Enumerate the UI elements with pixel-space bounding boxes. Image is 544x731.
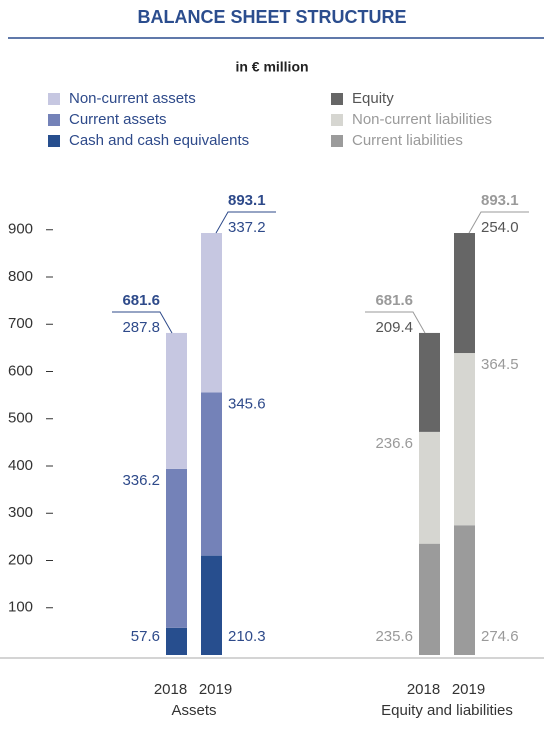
bar-segment [166,332,187,469]
value-label: 235.6 [375,628,413,645]
total-label: 893.1 [481,192,519,209]
total-label: 681.6 [375,292,413,309]
bar-segment [166,627,187,655]
leader-line [468,211,529,234]
legend-label: Equity [352,90,394,107]
total-label: 893.1 [228,192,266,209]
y-tick-label: 600 [8,362,33,379]
value-label: 210.3 [228,628,266,645]
leader-line [112,311,173,334]
value-label: 337.2 [228,219,266,236]
leader-line [365,311,426,334]
value-label: 254.0 [481,219,519,236]
bar-segment [201,392,222,556]
legend-label: Non-current liabilities [352,111,492,128]
legend-label: Current liabilities [352,132,463,149]
legend-label: Current assets [69,111,167,128]
chart-subtitle: in € million [235,59,308,75]
x-tick-label: 2018 [154,681,187,698]
legend-swatch [331,114,343,126]
x-tick-label: 2019 [452,681,485,698]
legend-swatch [331,135,343,147]
y-tick-label: 900 [8,221,33,238]
legend-swatch [48,114,60,126]
group-label: Equity and liabilities [381,702,513,719]
value-label: 345.6 [228,395,266,412]
legend-swatch [48,135,60,147]
value-label: 57.6 [131,628,160,645]
bar-segment [419,332,440,432]
legend-label: Cash and cash equivalents [69,132,249,149]
leader-line [215,211,276,234]
chart-title: BALANCE SHEET STRUCTURE [137,7,406,27]
y-tick-label: 400 [8,457,33,474]
y-tick-label: 500 [8,410,33,427]
y-tick-label: 800 [8,268,33,285]
bar-segment [454,353,475,526]
value-label: 287.8 [122,319,160,336]
value-label: 336.2 [122,472,160,489]
bar-segment [454,525,475,655]
y-tick-label: 100 [8,599,33,616]
y-tick-label: 700 [8,315,33,332]
x-tick-label: 2019 [199,681,232,698]
legend-label: Non-current assets [69,90,196,107]
bar-segment [201,555,222,655]
value-label: 209.4 [375,319,413,336]
total-label: 681.6 [122,292,160,309]
bar-segment [419,543,440,655]
y-tick-label: 200 [8,551,33,568]
x-tick-label: 2018 [407,681,440,698]
legend-swatch [48,93,60,105]
bar-segment [201,233,222,393]
bar-segment [454,233,475,354]
value-label: 274.6 [481,628,519,645]
value-label: 236.6 [375,435,413,452]
y-tick-label: 300 [8,504,33,521]
value-label: 364.5 [481,356,519,373]
bar-segment [166,468,187,628]
bar-segment [419,431,440,544]
legend-swatch [331,93,343,105]
group-label: Assets [171,702,216,719]
